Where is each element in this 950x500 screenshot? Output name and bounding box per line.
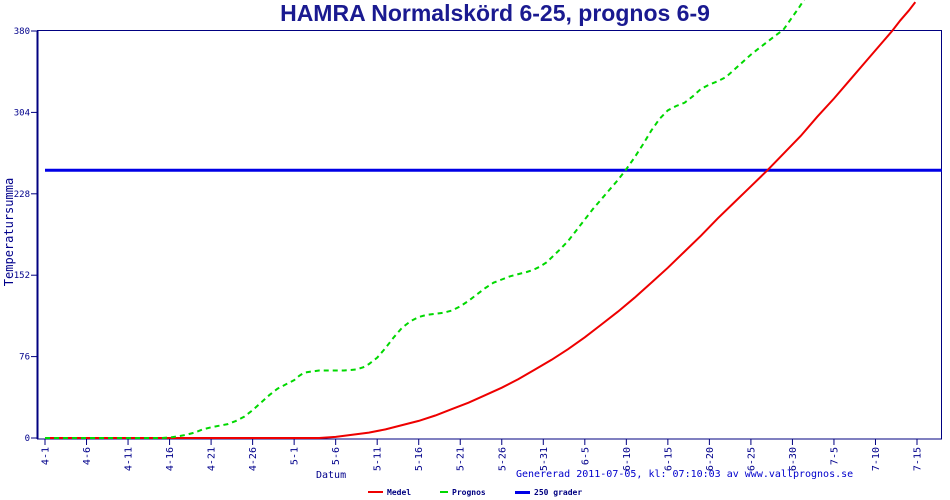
y-ticks: 0 76 152 228 304 380 <box>14 27 37 444</box>
legend-swatch-250-grader <box>515 490 530 494</box>
series-line-medel <box>45 1 917 439</box>
x-tick-label: 4-16 <box>165 447 176 471</box>
x-tick-label: 7-15 <box>913 447 924 471</box>
x-tick-label: 6-15 <box>663 447 674 471</box>
series-line-prognos <box>45 0 805 439</box>
x-tick-label: 4-21 <box>207 447 218 471</box>
x-tick-label: 4-26 <box>248 447 259 471</box>
x-tick-label: 6-30 <box>788 447 799 471</box>
x-tick-label: 4-11 <box>124 447 135 471</box>
legend-swatch-prognos <box>440 491 448 493</box>
series-lines <box>45 0 942 439</box>
x-tick-label: 6-25 <box>746 447 757 471</box>
legend-item-medel: Medel <box>368 487 411 497</box>
x-tick-label: 6-10 <box>622 447 633 471</box>
y-tick-label: 152 <box>14 271 30 281</box>
chart-title: HAMRA Normalskörd 6-25, prognos 6-9 <box>280 0 710 26</box>
x-tick-label: 5-16 <box>414 447 425 471</box>
y-tick-label: 0 <box>25 434 30 444</box>
y-axis-label: Temperatursumma <box>2 177 16 287</box>
x-ticks: 4-1 4-6 4-11 4-16 4-21 4-26 5-1 5-6 5-11 5-16 5-21… <box>41 439 924 471</box>
legend-label-medel: Medel <box>387 487 412 497</box>
x-tick-label: 4-6 <box>82 447 93 465</box>
x-tick-label: 6-20 <box>705 447 716 471</box>
x-tick-label: 5-26 <box>497 447 508 471</box>
x-tick-label: 7-10 <box>871 447 882 471</box>
y-tick-label: 304 <box>14 108 30 118</box>
y-tick-label: 380 <box>14 27 30 37</box>
x-tick-label: 5-1 <box>290 447 301 465</box>
plot-frame <box>37 30 942 440</box>
x-tick-label: 5-31 <box>539 447 550 471</box>
legend-label-250-grader: 250 grader <box>534 487 583 497</box>
x-tick-label: 7-5 <box>829 447 840 465</box>
legend-swatch-medel <box>368 491 383 493</box>
x-tick-label: 4-1 <box>41 447 52 465</box>
legend-label-prognos: Prognos <box>452 487 486 497</box>
x-tick-label: 5-6 <box>331 447 342 465</box>
y-tick-label: 76 <box>19 353 30 363</box>
y-tick-label: 228 <box>14 190 30 200</box>
x-tick-label: 5-11 <box>373 447 384 471</box>
x-tick-label: 5-21 <box>456 447 467 471</box>
legend-item-prognos: Prognos <box>440 487 486 497</box>
legend-item-250-grader: 250 grader <box>515 487 582 497</box>
x-axis-label: Datum <box>316 470 347 481</box>
footer-text: Genererad 2011-07-05, kl: 07:10:03 av ww… <box>516 469 854 480</box>
x-tick-label: 6-5 <box>580 447 591 465</box>
